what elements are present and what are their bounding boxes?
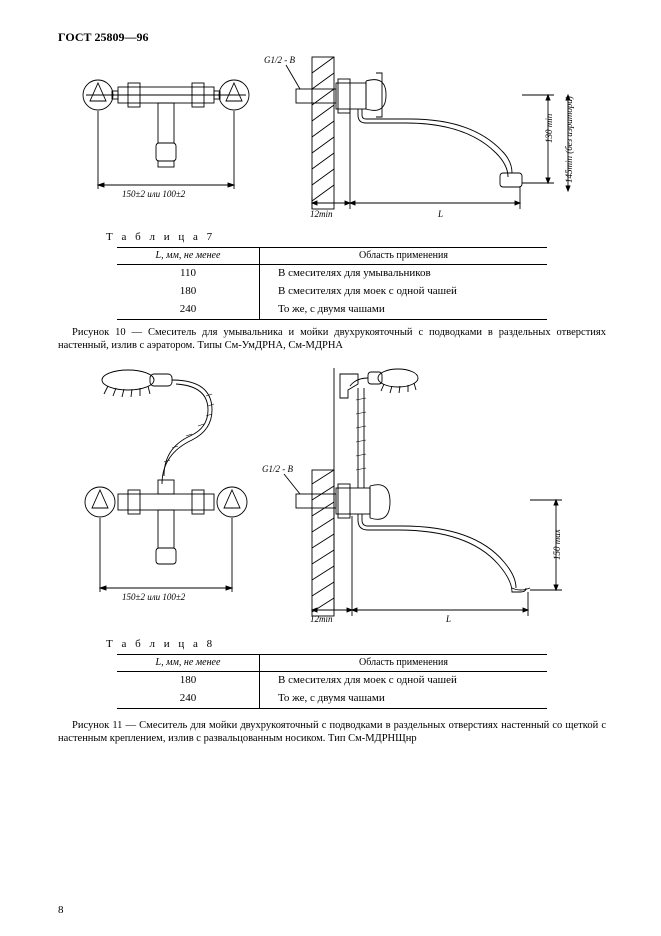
dim-130-label: 130 min [544, 113, 554, 143]
t8-h2: Область применения [260, 654, 548, 672]
t7-h2: Область применения [260, 247, 548, 265]
figure-10-caption: Рисунок 10 — Смеситель для умывальника и… [58, 326, 606, 352]
table-8: L, мм, не менее Область применения 180 В… [117, 654, 547, 709]
dim-150-label-2: 150±2 или 100±2 [122, 592, 186, 602]
dim-150-label: 150±2 или 100±2 [122, 189, 186, 199]
dim-g-label-2: G1/2 - B [262, 464, 293, 474]
page: ГОСТ 25809—96 [0, 0, 661, 936]
dim-12-label-2: 12min [310, 614, 333, 624]
dim-145-label: 145min (без аэратора) [564, 96, 574, 183]
standard-header: ГОСТ 25809—96 [58, 30, 606, 45]
page-number: 8 [58, 904, 64, 918]
t8-h1: L, мм, не менее [117, 654, 260, 672]
dim-12-label: 12min [310, 209, 333, 219]
table-row: 110 В смесителях для умы­вальников [117, 265, 547, 283]
dim-150max-label: 150 max [552, 529, 562, 560]
dim-l-label-2: L [445, 614, 451, 624]
table-7: L, мм, не менее Область применения 110 В… [117, 247, 547, 320]
table8-caption: Т а б л и ц а 8 [106, 638, 606, 652]
table-row: 240 То же, с двумя чашами [117, 301, 547, 319]
figure-11-diagram: 150±2 или 100±2 G1/2 - B 12min L 150 max [58, 360, 606, 630]
dim-g-label: G1/2 - B [264, 55, 295, 65]
figure-10-diagram: 150±2 или 100±2 G1/2 - B 12min L 130 min… [58, 53, 606, 223]
dim-l-label: L [437, 209, 443, 219]
figure-11-caption: Рисунок 11 — Смеситель для мойки двухрук… [58, 719, 606, 745]
table-row: 240 То же, с двумя чашами [117, 690, 547, 708]
table7-caption: Т а б л и ц а 7 [106, 231, 606, 245]
table-row: 180 В смесителях для моек с одной чашей [117, 283, 547, 301]
table-row: 180 В смесителях для моек с одной чашей [117, 672, 547, 690]
t7-h1: L, мм, не менее [117, 247, 260, 265]
